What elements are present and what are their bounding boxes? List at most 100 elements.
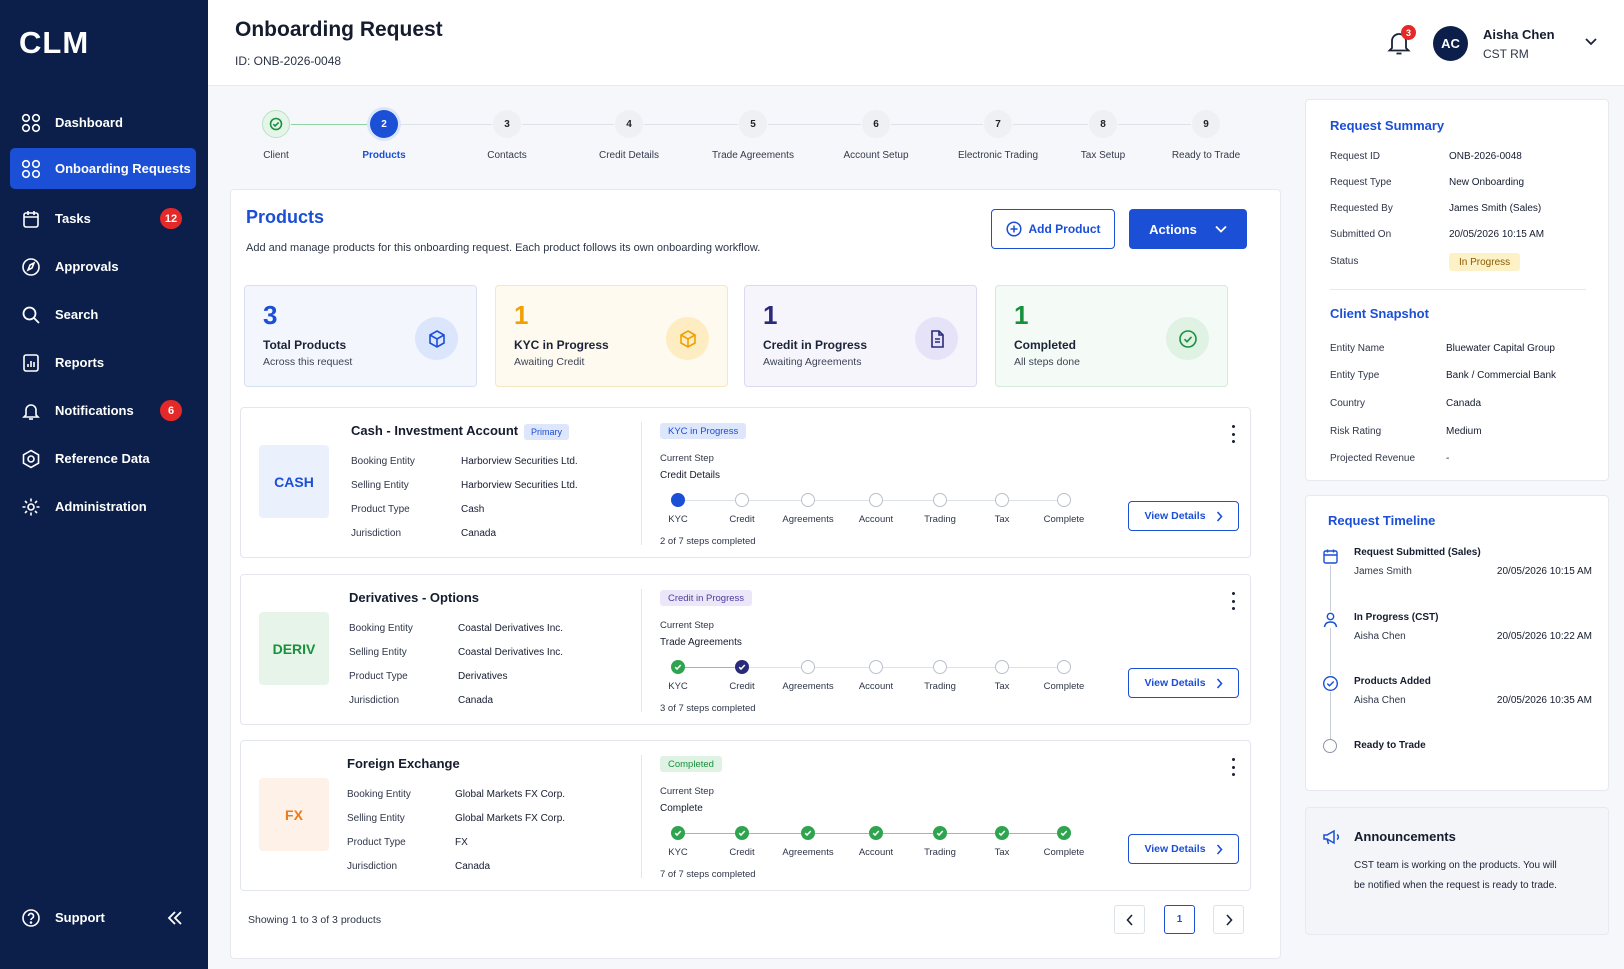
sidebar-item-notifications[interactable]: Notifications 6 <box>10 390 196 431</box>
stepper-step-5[interactable]: 5 <box>739 110 767 138</box>
onboarding-stepper: Client 2 Products 3 Contacts 4 Credit Details 5… <box>208 86 1290 180</box>
field-label: Booking Entity <box>349 623 413 634</box>
more-options-icon[interactable] <box>1226 592 1240 610</box>
progress-step-label: Tax <box>994 681 1010 692</box>
field-value: Harborview Securities Ltd. <box>461 456 578 467</box>
sidebar-item-approvals[interactable]: Approvals <box>10 246 196 287</box>
progress-step-label: Complete <box>1043 681 1085 692</box>
field-value: Canada <box>455 861 491 872</box>
notifications-bell-icon[interactable]: 3 <box>1386 25 1416 57</box>
stat-label: Completed <box>1014 338 1077 352</box>
progress-step-label: Credit <box>729 681 755 692</box>
stepper-label: Account Setup <box>843 150 909 161</box>
stepper-step-4[interactable]: 4 <box>615 110 643 138</box>
steps-completed: 7 of 7 steps completed <box>660 869 756 880</box>
stepper-step-9[interactable]: 9 <box>1192 110 1220 138</box>
progress-step-label: Account <box>858 681 894 692</box>
summary-key: Request Type <box>1330 177 1392 188</box>
progress-step-account <box>869 660 883 674</box>
timeline-event-title: Products Added <box>1354 676 1431 687</box>
previous-page-button[interactable] <box>1114 905 1145 934</box>
stat-card: 3 Total Products Across this request <box>244 285 477 387</box>
request-summary-title: Request Summary <box>1330 118 1445 133</box>
sidebar-item-reports[interactable]: Reports <box>10 342 196 383</box>
sidebar-item-onboarding-requests[interactable]: Onboarding Requests <box>10 148 196 189</box>
summary-value: 20/05/2026 10:15 AM <box>1449 229 1545 240</box>
stepper-step-3[interactable]: 3 <box>493 110 521 138</box>
progress-connector <box>947 500 995 501</box>
progress-step-label: Agreements <box>782 681 834 692</box>
chevron-down-icon[interactable] <box>1584 37 1598 47</box>
stepper-step-8[interactable]: 8 <box>1089 110 1117 138</box>
timeline-event-title: Ready to Trade <box>1354 740 1426 751</box>
sidebar-item-label: Notifications <box>55 403 134 418</box>
stat-sublabel: Across this request <box>263 356 353 368</box>
field-label: Product Type <box>351 504 410 515</box>
progress-step-agreements <box>801 493 815 507</box>
user-icon <box>1322 611 1339 628</box>
field-value: Global Markets FX Corp. <box>455 813 566 824</box>
snapshot-value: Medium <box>1446 426 1482 437</box>
page-1-button[interactable]: 1 <box>1164 905 1195 934</box>
more-options-icon[interactable] <box>1226 758 1240 776</box>
sidebar-item-label: Approvals <box>55 259 119 274</box>
next-page-button[interactable] <box>1213 905 1244 934</box>
grid-icon <box>20 158 42 180</box>
view-details-button[interactable]: View Details <box>1128 668 1239 698</box>
actions-button[interactable]: Actions <box>1129 209 1247 249</box>
request-timeline-panel: Request Timeline Request Submitted (Sale… <box>1305 495 1609 791</box>
progress-connector <box>685 833 735 834</box>
progress-step-trading <box>933 826 947 840</box>
view-details-button[interactable]: View Details <box>1128 501 1239 531</box>
current-step-value: Trade Agreements <box>660 637 742 648</box>
help-icon <box>20 907 42 929</box>
progress-connector <box>883 833 933 834</box>
progress-step-label: Tax <box>994 847 1010 858</box>
stepper-connector <box>399 124 492 125</box>
sidebar-item-dashboard[interactable]: Dashboard <box>10 102 196 143</box>
progress-step-label: KYC <box>668 514 688 525</box>
sidebar-item-label: Tasks <box>55 211 91 226</box>
snapshot-key: Country <box>1330 398 1366 409</box>
add-product-label: Add Product <box>1028 222 1101 236</box>
bell-icon <box>20 400 42 422</box>
request-id: ID: ONB-2026-0048 <box>235 54 342 68</box>
stat-label: Credit in Progress <box>763 338 868 352</box>
user-name: Aisha Chen <box>1483 27 1555 42</box>
progress-connector <box>685 500 735 501</box>
progress-step-label: Complete <box>1043 514 1085 525</box>
stepper-step-1[interactable] <box>262 110 290 138</box>
stepper-step-7[interactable]: 7 <box>984 110 1012 138</box>
status-badge: Credit in Progress <box>660 590 753 606</box>
sidebar-item-administration[interactable]: Administration <box>10 486 196 527</box>
sidebar-item-tasks[interactable]: Tasks 12 <box>10 198 196 239</box>
progress-step-trading <box>933 493 947 507</box>
stepper-label: Electronic Trading <box>957 150 1039 161</box>
avatar[interactable]: AC <box>1433 26 1468 61</box>
more-options-icon[interactable] <box>1226 425 1240 443</box>
support-link[interactable]: Support <box>10 897 196 938</box>
stepper-step-6[interactable]: 6 <box>862 110 890 138</box>
view-details-button[interactable]: View Details <box>1128 834 1239 864</box>
plus-circle-icon <box>1005 221 1022 237</box>
progress-step-agreements <box>801 660 815 674</box>
add-product-button[interactable]: Add Product <box>991 209 1115 249</box>
progress-connector <box>947 833 995 834</box>
progress-step-label: KYC <box>668 847 688 858</box>
stepper-step-2[interactable]: 2 <box>370 110 398 138</box>
products-title: Products <box>246 207 325 227</box>
progress-step-agreements <box>801 826 815 840</box>
progress-step-kyc <box>671 826 685 840</box>
snapshot-key: Risk Rating <box>1330 426 1382 437</box>
status-badge: Completed <box>660 756 722 772</box>
sidebar-item-search[interactable]: Search <box>10 294 196 335</box>
progress-step-tax <box>995 493 1009 507</box>
check-icon <box>269 117 283 131</box>
progress-connector <box>1009 833 1057 834</box>
snapshot-key: Entity Type <box>1330 370 1380 381</box>
sidebar-item-reference-data[interactable]: Reference Data <box>10 438 196 479</box>
steps-completed: 2 of 7 steps completed <box>660 536 756 547</box>
collapse-sidebar-icon[interactable] <box>165 908 185 928</box>
card-divider <box>641 589 642 712</box>
sidebar: CLM Dashboard Onboarding Requests Tasks … <box>0 0 208 969</box>
